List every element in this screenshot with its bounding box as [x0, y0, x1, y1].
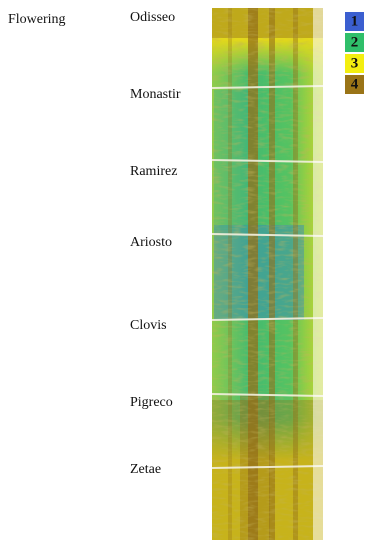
variety-label: Pigreco: [130, 395, 173, 410]
legend-swatch: [345, 75, 364, 94]
variety-label: Zetae: [130, 462, 161, 477]
legend-label: 1: [351, 13, 359, 29]
legend-swatch: [345, 12, 364, 31]
legend-swatch: [345, 54, 364, 73]
legend-swatch: [345, 33, 364, 52]
variety-label: Clovis: [130, 318, 167, 333]
legend-label: 4: [351, 76, 359, 92]
variety-label: Odisseo: [130, 10, 175, 25]
variety-label: Ariosto: [130, 235, 172, 250]
stage-label: Flowering: [8, 12, 66, 27]
variety-label: Ramirez: [130, 164, 177, 179]
legend-label: 2: [351, 34, 359, 50]
field-image: [212, 8, 323, 540]
variety-label: Monastir: [130, 87, 181, 102]
legend-label: 3: [351, 55, 359, 71]
